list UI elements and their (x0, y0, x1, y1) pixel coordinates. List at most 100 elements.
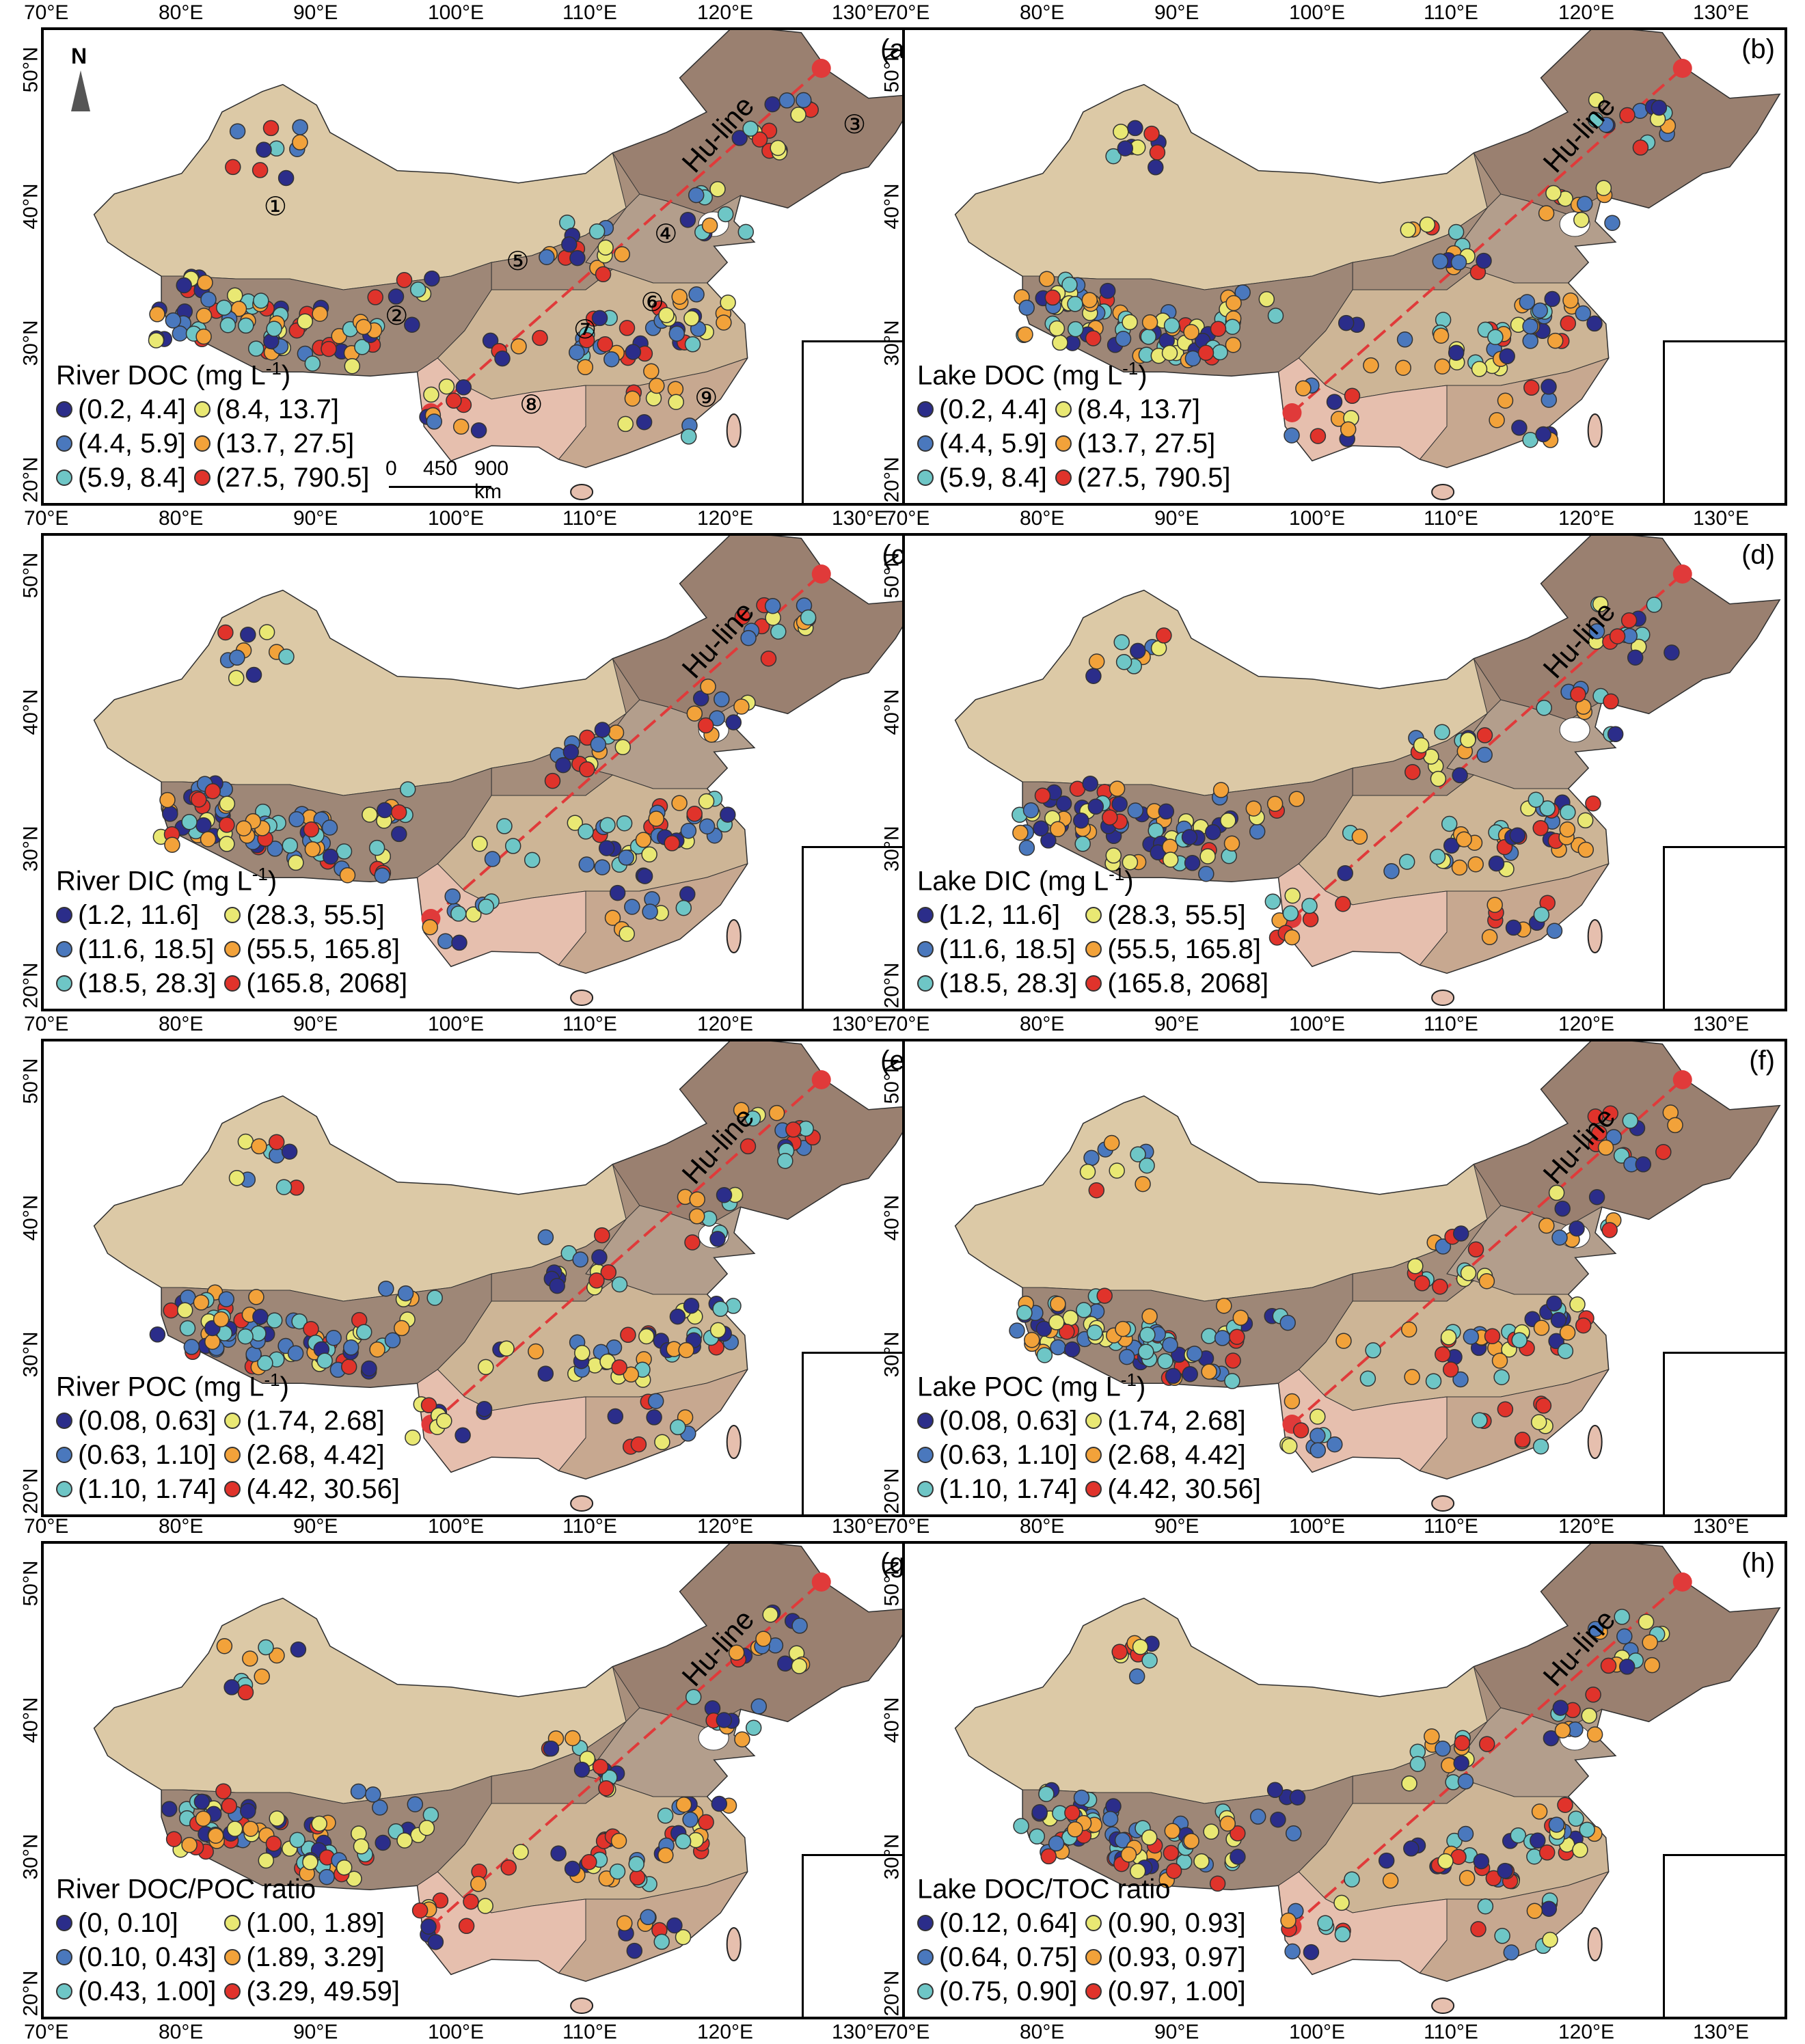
sample-site (1535, 1398, 1552, 1414)
sample-site (1016, 1305, 1033, 1321)
sample-site (1546, 1295, 1562, 1312)
sample-site (1499, 348, 1515, 365)
longitude-tick-label: 130°E (1693, 507, 1750, 530)
legend: Lake POC (mg L-1) (0.08, 0.63] (1.74, 2.68… (917, 1363, 1261, 1506)
panel-label: (h) (1741, 1548, 1775, 1578)
hu-line-endpoint-north (1672, 59, 1692, 78)
sample-site (1326, 394, 1343, 410)
sample-site (1609, 628, 1626, 644)
sample-site (1115, 653, 1132, 670)
sample-site (1456, 831, 1472, 847)
latitude-tick-label: 40°N (880, 1697, 904, 1743)
legend-item: (1.2, 11.6] (917, 898, 1077, 932)
sample-site (1111, 795, 1128, 813)
sample-site (1165, 1367, 1182, 1385)
sample-site (1586, 1726, 1603, 1743)
sample-site (1344, 387, 1361, 405)
sample-site (1351, 828, 1368, 845)
sample-site (446, 392, 462, 409)
sample-site (755, 1631, 772, 1647)
sample-site (610, 1832, 627, 1849)
latitude-tick-label: 30°N (880, 1834, 904, 1880)
sample-site (1532, 302, 1548, 319)
legend-class-range: (13.7, 27.5] (1076, 428, 1216, 459)
legend-class-range: (0.75, 0.90] (939, 1976, 1078, 2006)
sample-site (616, 815, 633, 832)
sample-site (1105, 148, 1122, 165)
sample-site (1433, 327, 1450, 344)
sample-site (1588, 1188, 1605, 1205)
map-panel-e: Hu-line (e) River POC (mg L-1) (0.08, 0.63]… (41, 1039, 926, 1517)
sample-site (1284, 1393, 1301, 1410)
sample-site (1448, 223, 1465, 241)
sample-site (1510, 1827, 1527, 1844)
sample-site (1557, 1797, 1573, 1813)
sample-site (1139, 1326, 1156, 1343)
longitude-tick-label: 110°E (562, 1013, 617, 1035)
sample-site (604, 910, 621, 926)
sample-site (1164, 1823, 1181, 1840)
sample-site (768, 1104, 785, 1121)
sample-site (427, 1933, 444, 1950)
sample-site (591, 310, 608, 327)
legend-item: (28.3, 55.5] (224, 898, 407, 932)
sample-site (1127, 802, 1144, 819)
sample-site (600, 1264, 617, 1281)
sample-site (648, 810, 664, 827)
sample-site (204, 783, 221, 800)
legend-item: (18.5, 28.3] (917, 966, 1077, 1000)
sample-site (399, 781, 416, 798)
legend-swatch (917, 1481, 934, 1497)
hainan-island (570, 1998, 594, 2014)
sample-site (1135, 1175, 1151, 1193)
sample-site (1548, 1333, 1564, 1350)
sample-site (1441, 815, 1458, 832)
sample-site (1481, 929, 1498, 946)
sample-site (405, 1429, 421, 1446)
longitude-tick-label: 130°E (1693, 1013, 1750, 1035)
sample-site (463, 1893, 479, 1910)
sample-site (165, 312, 182, 329)
longitude-tick-label: 110°E (1424, 1013, 1478, 1035)
sample-site (1503, 1944, 1520, 1961)
sample-site (1568, 1810, 1584, 1827)
sample-site (228, 670, 245, 686)
taiwan-island (1587, 413, 1603, 448)
latitude-tick-label: 20°N (880, 962, 904, 1009)
sample-site (709, 1231, 726, 1247)
north-label: N (71, 44, 87, 68)
legend-item: (8.4, 13.7] (1055, 392, 1231, 426)
sample-site (1429, 848, 1446, 865)
sample-site (1664, 644, 1680, 661)
sample-site (1581, 1707, 1597, 1724)
longitude-tick-label: 80°E (1020, 1515, 1065, 1538)
sample-site (458, 1918, 475, 1935)
sample-site (1587, 1620, 1604, 1637)
sample-site (242, 1821, 259, 1837)
longitude-tick-label: 130°E (832, 1515, 888, 1538)
sample-site (1485, 1870, 1502, 1887)
sample-site (321, 340, 337, 357)
longitude-tick-label: 70°E (24, 507, 69, 530)
sample-site (297, 313, 314, 329)
longitude-tick-label: 110°E (1424, 2021, 1478, 2043)
legend-item: (5.9, 8.4] (917, 461, 1047, 495)
sample-site (675, 1796, 692, 1813)
sample-site (1105, 847, 1122, 864)
sample-site (1249, 1808, 1266, 1825)
sample-site (1055, 795, 1072, 812)
sample-site (374, 867, 390, 884)
sample-site (1425, 1373, 1442, 1389)
legend-class-range: (18.5, 28.3] (78, 968, 217, 998)
legend-item: (0.08, 0.63] (917, 1404, 1077, 1438)
sample-site (1270, 1811, 1286, 1828)
sample-site (1570, 686, 1586, 703)
sample-site (1102, 1810, 1119, 1827)
legend-title: Lake DOC (mg L-1) (917, 351, 1230, 392)
legend-class-range: (3.29, 49.59] (246, 1976, 400, 2006)
sample-site (1538, 205, 1555, 221)
sample-site (539, 249, 555, 265)
sample-site (1667, 1117, 1683, 1134)
sample-site (1109, 1162, 1125, 1179)
sample-site (1158, 803, 1175, 820)
